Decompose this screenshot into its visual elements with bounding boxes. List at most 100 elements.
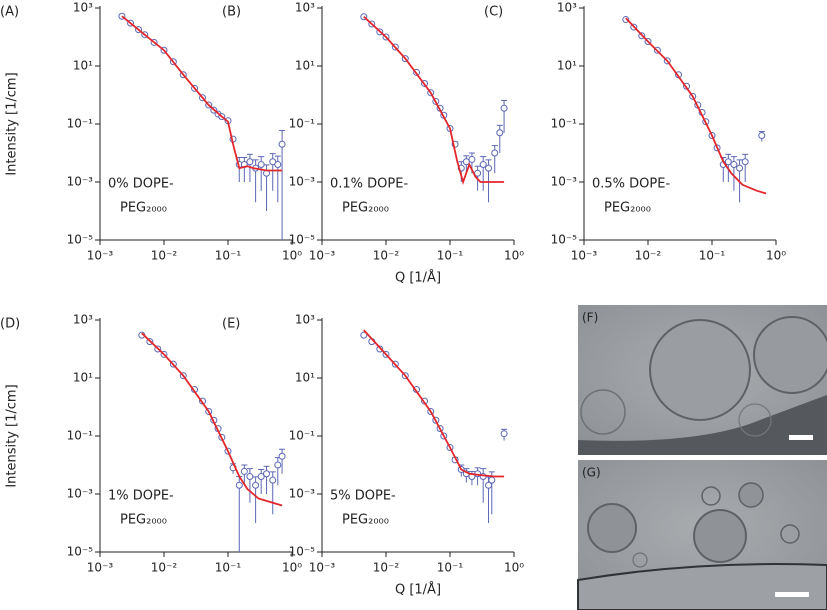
plot: 10⁻³ 10⁻² 10⁻¹ 10⁰ 10⁻⁵ 10⁻³ 10⁻¹ 10¹ 10³ (B) Q [1… [222,1,524,286]
panel-label: (A) [0,5,19,20]
micrograph-g: (G) [577,460,827,610]
data-point [278,140,286,148]
x-tick-label: 10⁻¹ [215,561,242,575]
y-tick-label: 10¹ [295,371,315,385]
panel-label: (E) [222,317,240,332]
plot: 10⁻³ 10⁻² 10⁻¹ 10⁰ 10⁻⁵ 10⁻³ 10⁻¹ 10¹ 10³ (C) 0.5%… [484,1,786,263]
data-point [479,161,487,169]
data-point [491,149,499,157]
annotation: 0.1% DOPE- [330,177,408,192]
y-tick-label: 10⁻¹ [289,429,316,443]
panel-label: (B) [222,5,241,20]
y-tick-label: 10⁻³ [67,175,94,189]
data-point [263,470,271,478]
data-point [274,161,282,169]
y-tick-label: 10¹ [295,59,315,73]
annotation: 0.5% DOPE- [592,177,670,192]
data-point [468,155,476,163]
x-tick-label: 10⁻¹ [437,249,464,263]
x-axis-label: Q [1/Å] [395,270,441,286]
plot: 10⁻³ 10⁻² 10⁻¹ 10⁰ 10⁻⁵ 10⁻³ 10⁻¹ 10¹ 10³ (E) Q [1… [222,313,524,598]
fit-line [625,17,767,195]
x-tick-label: 10⁻² [373,249,400,263]
annotation: 5% DOPE- [330,489,396,504]
micrograph-f: (F) [578,305,827,455]
x-tick-label: 10⁰ [504,561,524,575]
data-point [736,164,744,172]
y-tick-label: 10⁻⁵ [67,545,94,559]
data-point [485,164,493,172]
x-tick-label: 10⁻³ [571,249,598,263]
panel-label: (D) [0,317,20,332]
y-tick-label: 10⁻⁵ [551,233,578,247]
y-tick-label: 10¹ [73,371,93,385]
x-tick-label: 10⁻³ [87,561,114,575]
x-tick-label: 10⁰ [282,249,302,263]
x-tick-label: 10⁻³ [309,249,336,263]
data-point [278,452,286,460]
data-point [246,473,254,481]
annotation: PEG₂₀₀₀ [604,201,651,216]
y-tick-label: 10¹ [73,59,93,73]
data-point [257,161,265,169]
panel-label: (C) [484,5,503,20]
data-point [758,132,766,140]
x-tick-label: 10⁰ [504,249,524,263]
y-tick-label: 10⁻¹ [67,117,94,131]
x-tick-label: 10⁻² [151,249,178,263]
y-axis-label: Intensity [1/cm] [5,384,20,487]
y-tick-label: 10⁻⁵ [67,233,94,247]
annotation: 0% DOPE- [108,177,174,192]
data-point [274,461,282,469]
y-tick-label: 10⁻¹ [67,429,94,443]
x-tick-label: 10⁻² [151,561,178,575]
x-tick-label: 10⁻³ [309,561,336,575]
x-tick-label: 10⁻¹ [437,561,464,575]
x-tick-label: 10⁻³ [87,249,114,263]
fit-line [363,16,505,185]
y-tick-label: 10³ [73,313,93,327]
x-tick-label: 10⁻¹ [699,249,726,263]
plot: 10⁻³ 10⁻² 10⁻¹ 10⁰ 10⁻⁵ 10⁻³ 10⁻¹ 10¹ 10³ (A) Inte… [0,1,302,263]
y-axis-label: Intensity [1/cm] [5,72,20,175]
image-label: (F) [582,311,598,325]
y-tick-label: 10³ [557,1,577,15]
fit-line [121,15,283,172]
data-point [496,129,504,137]
plot: 10⁻³ 10⁻² 10⁻¹ 10⁰ 10⁻⁵ 10⁻³ 10⁻¹ 10¹ 10³ (D) Inte… [0,313,302,575]
data-point [235,481,243,489]
y-tick-label: 10⁻¹ [551,117,578,131]
y-tick-label: 10⁻⁵ [289,545,316,559]
data-point [500,430,508,438]
y-tick-label: 10⁻³ [289,175,316,189]
y-tick-label: 10⁻⁵ [289,233,316,247]
fit-line [141,332,283,507]
y-tick-label: 10⁻³ [289,487,316,501]
x-tick-label: 10⁻¹ [215,249,242,263]
y-tick-label: 10⁻¹ [289,117,316,131]
data-point [240,467,248,475]
x-tick-label: 10⁻² [373,561,400,575]
fit-line [363,329,505,478]
data-point [252,481,260,489]
data-point [246,158,254,166]
y-tick-label: 10¹ [557,59,577,73]
data-point [488,476,496,484]
y-tick-label: 10³ [295,313,315,327]
y-tick-label: 10³ [295,1,315,15]
data-point [257,473,265,481]
data-point [724,158,732,166]
x-tick-label: 10⁻² [635,249,662,263]
data-point [741,158,749,166]
annotation: 1% DOPE- [108,489,174,504]
data-point [500,104,508,112]
data-point [269,476,277,484]
x-tick-label: 10⁰ [766,249,786,263]
x-tick-label: 10⁰ [282,561,302,575]
annotation: PEG₂₀₀₀ [120,201,167,216]
y-tick-label: 10⁻³ [551,175,578,189]
annotation: PEG₂₀₀₀ [342,513,389,528]
annotation: PEG₂₀₀₀ [342,201,389,216]
annotation: PEG₂₀₀₀ [120,513,167,528]
